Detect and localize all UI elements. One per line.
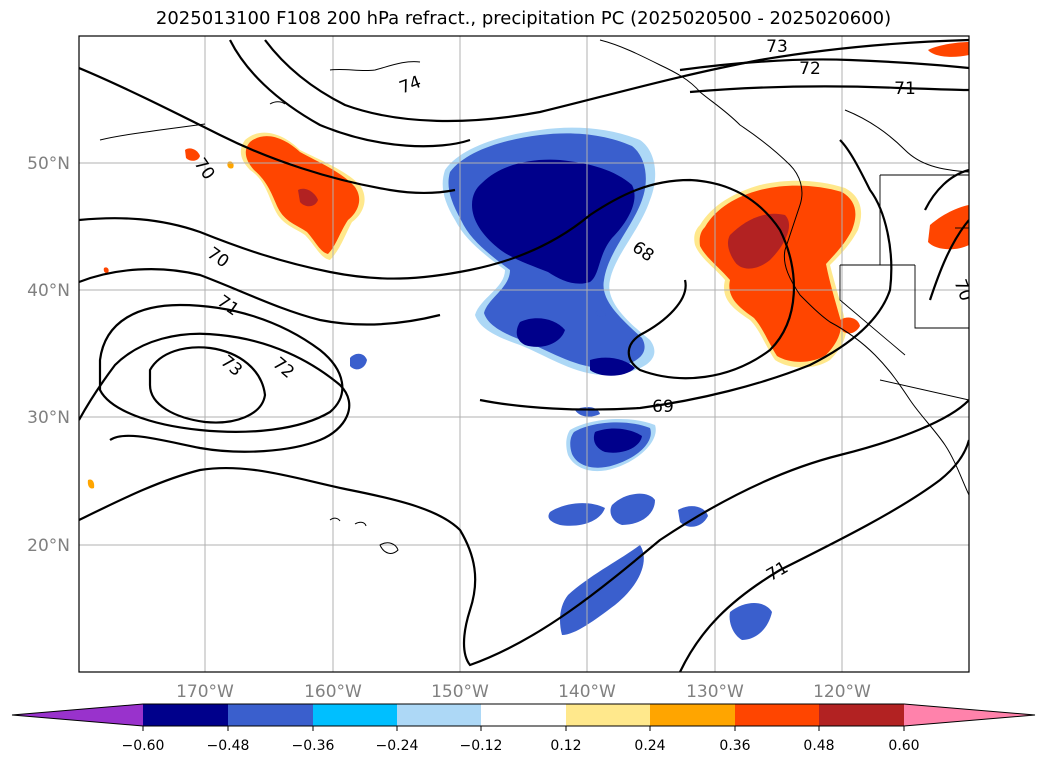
colorbar-tick-label: 0.24 <box>634 738 665 754</box>
negative-precip-region <box>350 127 772 640</box>
colorbar: −0.60 −0.48 −0.36 −0.24 −0.12 0.12 0.24 … <box>11 703 1036 754</box>
gridlines <box>79 36 969 672</box>
colorbar-swatch <box>650 704 735 726</box>
colorbar-max-extend <box>904 704 1035 726</box>
state-borders <box>839 174 969 401</box>
colorbar-swatch <box>819 704 904 726</box>
map-body: 73 72 71 74 70 70 71 73 72 68 69 71 70 <box>79 36 969 672</box>
colorbar-min-extend <box>12 704 143 726</box>
colorbar-tick-label: −0.48 <box>207 738 250 754</box>
contour-label: 69 <box>652 397 674 417</box>
contour-label: 73 <box>766 37 788 57</box>
contour-label: 71 <box>894 79 916 99</box>
lon-tick-label: 140°W <box>558 682 616 702</box>
lat-tick-label: 50°N <box>27 154 70 174</box>
colorbar-swatch <box>566 704 650 726</box>
colorbar-tick-label: 0.48 <box>803 738 834 754</box>
lon-axis: 170°W 160°W 150°W 140°W 130°W 120°W <box>176 682 871 702</box>
colorbar-tick-label: 0.36 <box>719 738 750 754</box>
lat-tick-label: 20°N <box>27 536 70 556</box>
lat-axis: 50°N 40°N 30°N 20°N <box>27 154 70 556</box>
lon-tick-label: 130°W <box>686 682 744 702</box>
positive-precip-region <box>87 42 969 489</box>
lon-tick-label: 120°W <box>813 682 871 702</box>
colorbar-tick-label: −0.12 <box>460 738 503 754</box>
colorbar-swatch <box>313 704 397 726</box>
map-title: 2025013100 F108 200 hPa refract., precip… <box>155 8 892 29</box>
lon-tick-label: 170°W <box>176 682 234 702</box>
colorbar-swatch <box>143 704 228 726</box>
contours <box>79 38 969 672</box>
colorbar-tick-label: −0.36 <box>292 738 335 754</box>
lon-tick-label: 160°W <box>304 682 362 702</box>
colorbar-tick-label: −0.24 <box>376 738 419 754</box>
colorbar-tick-label: 0.12 <box>550 738 581 754</box>
lat-tick-label: 40°N <box>27 281 70 301</box>
colorbar-tick-label: −0.60 <box>122 738 165 754</box>
lat-tick-label: 30°N <box>27 408 70 428</box>
colorbar-swatch <box>397 704 481 726</box>
lon-tick-label: 150°W <box>431 682 489 702</box>
map-frame <box>78 35 970 673</box>
contour-label: 72 <box>799 59 821 79</box>
colorbar-tick-label: 0.60 <box>888 738 919 754</box>
colorbar-swatch <box>481 704 566 726</box>
colorbar-labels: −0.60 −0.48 −0.36 −0.24 −0.12 0.12 0.24 … <box>122 738 920 754</box>
colorbar-swatch <box>228 704 313 726</box>
colorbar-swatch <box>735 704 819 726</box>
